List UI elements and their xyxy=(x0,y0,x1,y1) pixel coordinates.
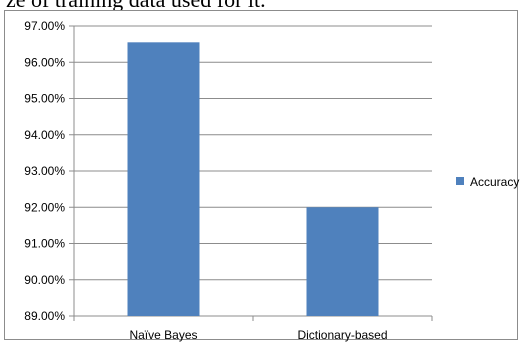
legend-label: Accuracy xyxy=(470,175,519,189)
chart-frame xyxy=(4,10,518,340)
y-tick-label: 94.00% xyxy=(24,128,65,142)
y-tick-label: 92.00% xyxy=(24,200,65,214)
caption-fragment: ze of training data used for it. xyxy=(6,0,266,14)
x-tick-label: Naïve Bayes xyxy=(129,328,197,342)
y-tick-label: 97.00% xyxy=(24,19,65,33)
y-tick-label: 89.00% xyxy=(24,309,65,323)
y-tick-label: 91.00% xyxy=(24,237,65,251)
legend-swatch xyxy=(456,177,464,185)
bar-dictionary-based xyxy=(306,207,379,316)
y-tick-label: 95.00% xyxy=(24,92,65,106)
y-tick-label: 90.00% xyxy=(24,273,65,287)
x-tick-label: Dictionary-based xyxy=(297,328,387,342)
y-tick-label: 96.00% xyxy=(24,55,65,69)
y-tick-label: 93.00% xyxy=(24,164,65,178)
bar-naive-bayes xyxy=(127,42,200,316)
